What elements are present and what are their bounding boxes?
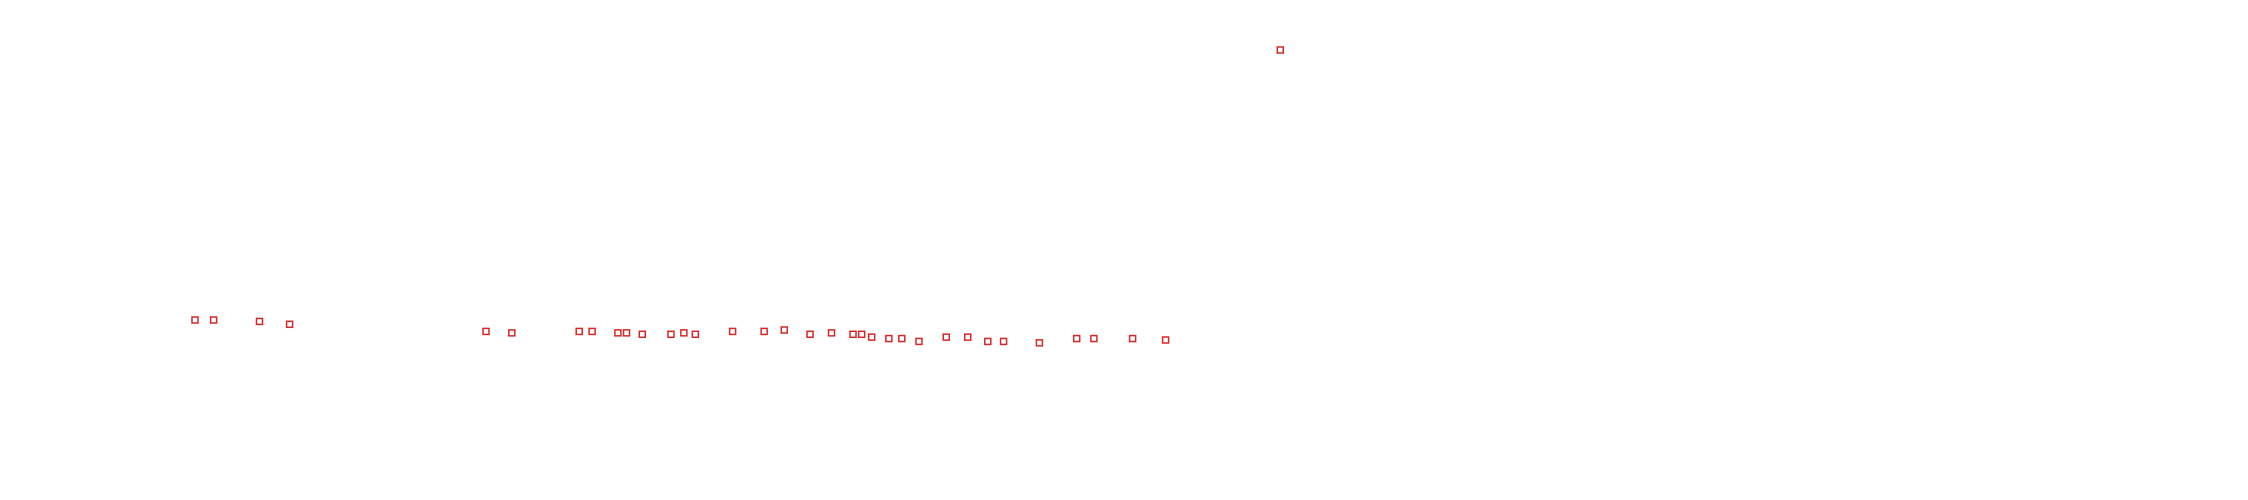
- marker: [667, 330, 675, 339]
- marker: [999, 337, 1008, 346]
- marker: [984, 337, 992, 346]
- marker: [963, 333, 972, 341]
- marker: [760, 327, 768, 336]
- marker: [806, 330, 814, 339]
- marker: [191, 316, 199, 324]
- marker: [1128, 334, 1137, 343]
- marker: [885, 334, 893, 343]
- marker: [255, 317, 264, 326]
- marker: [1090, 334, 1098, 343]
- marker: [614, 329, 622, 337]
- marker: [915, 337, 923, 346]
- marker: [1161, 336, 1170, 344]
- marker: [857, 330, 866, 339]
- marker: [1276, 46, 1285, 54]
- marker: [728, 327, 737, 336]
- marker: [285, 320, 294, 329]
- marker: [588, 327, 596, 336]
- marker: [827, 329, 836, 337]
- marker: [508, 329, 516, 337]
- marker: [942, 333, 950, 341]
- marker: [622, 329, 631, 337]
- marker: [780, 326, 788, 334]
- marker: [867, 333, 876, 341]
- marker: [898, 334, 906, 343]
- marker: [482, 327, 490, 336]
- marker: [691, 330, 700, 339]
- marker: [680, 329, 688, 337]
- marker: [849, 330, 857, 339]
- marker: [209, 316, 218, 324]
- marker: [575, 327, 583, 336]
- marker: [638, 330, 647, 339]
- marker: [1072, 334, 1081, 343]
- marker: [1035, 339, 1044, 347]
